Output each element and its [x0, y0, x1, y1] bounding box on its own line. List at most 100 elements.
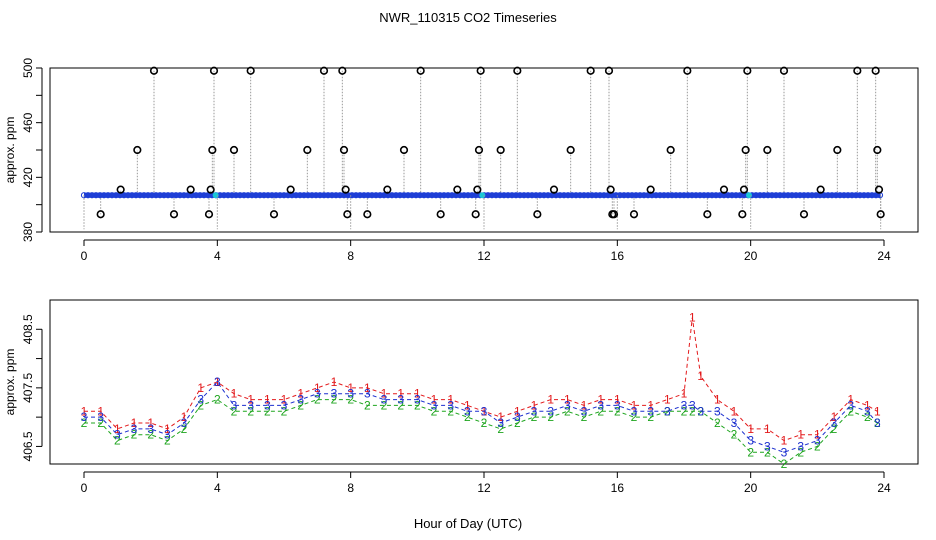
sample-point	[528, 192, 536, 199]
sample-point	[700, 192, 708, 199]
series-marker-3: 3	[247, 398, 254, 412]
flagged-point	[133, 145, 142, 155]
flagged-point	[586, 66, 595, 75]
sample-point	[160, 192, 168, 199]
series-marker-3: 3	[114, 428, 121, 442]
flagged-point	[609, 210, 619, 219]
series-marker-1: 1	[597, 393, 604, 407]
flagged-point	[874, 185, 884, 194]
sample-point	[732, 192, 740, 199]
series-marker-3: 3	[874, 416, 881, 430]
series-marker-1: 1	[714, 393, 721, 407]
series-marker-2: 2	[264, 404, 271, 418]
sample-point	[532, 192, 540, 199]
flagged-point	[853, 66, 862, 75]
sample-point	[872, 192, 880, 199]
series-marker-2: 2	[347, 393, 354, 407]
sample-point	[120, 192, 128, 199]
flagged-point	[416, 66, 425, 75]
sample-point	[596, 192, 604, 199]
series-marker-3: 3	[464, 404, 471, 418]
sample-point	[108, 192, 116, 199]
series-marker-3: 3	[647, 404, 654, 418]
sample-point	[300, 192, 308, 199]
sample-point	[252, 192, 260, 199]
flagged-point	[319, 66, 329, 75]
sample-point	[800, 192, 808, 199]
series-marker-2: 2	[681, 404, 688, 418]
sample-point	[332, 192, 340, 199]
x-tick-label: 16	[611, 481, 625, 495]
series-marker-3: 3	[797, 439, 804, 453]
flagged-point	[566, 145, 575, 155]
series-marker-1: 1	[397, 387, 404, 401]
series-marker-1: 1	[614, 393, 621, 407]
series-marker-2: 2	[481, 416, 488, 430]
sample-point	[316, 192, 324, 199]
sample-point	[620, 192, 628, 199]
sample-point	[600, 192, 608, 199]
series-marker-3: 3	[497, 416, 504, 430]
sample-point	[628, 192, 636, 199]
sample-point	[660, 192, 668, 199]
sample-point	[460, 192, 468, 199]
sample-point	[540, 192, 548, 199]
series-marker-3: 3	[431, 398, 438, 412]
sample-point	[432, 192, 440, 199]
sample-point	[632, 192, 640, 199]
series-marker-1: 1	[731, 404, 738, 418]
series-marker-2: 2	[414, 398, 421, 412]
sample-point	[180, 192, 188, 199]
sample-point	[724, 192, 732, 199]
series-marker-2: 2	[564, 404, 571, 418]
sample-point	[796, 192, 804, 199]
series-marker-3: 3	[131, 422, 138, 436]
series-marker-2: 2	[231, 404, 238, 418]
series-marker-2: 2	[781, 457, 788, 471]
sample-point	[520, 192, 528, 199]
x-tick-label: 12	[477, 481, 491, 495]
flagged-point	[206, 185, 215, 194]
sample-point	[444, 192, 452, 199]
series-marker-3: 3	[147, 422, 154, 436]
series-marker-3: 3	[714, 404, 721, 418]
sample-point	[192, 192, 200, 199]
series-marker-2: 2	[431, 404, 438, 418]
series-marker-2: 2	[81, 416, 88, 430]
sample-point	[780, 192, 788, 199]
y-axis-label: approx. ppm	[3, 117, 17, 184]
series-marker-3: 3	[689, 398, 696, 412]
sample-point	[592, 192, 600, 199]
series-marker-2: 2	[314, 393, 321, 407]
sample-point	[788, 192, 796, 199]
series-marker-2: 2	[531, 410, 538, 424]
sample-point	[704, 192, 712, 199]
sample-point	[840, 192, 848, 199]
flagged-point	[629, 210, 639, 219]
flagged-point	[513, 66, 522, 75]
sample-point	[764, 192, 772, 199]
sample-point	[524, 192, 532, 199]
series-marker-2: 2	[847, 404, 854, 418]
y-axis-label: approx. ppm	[3, 349, 17, 416]
y-tick-label: 420	[21, 167, 35, 187]
sample-point	[272, 192, 280, 199]
sample-point	[760, 192, 768, 199]
sample-point	[436, 192, 444, 199]
sample-point	[168, 192, 176, 199]
sample-point	[296, 192, 304, 199]
sample-point	[772, 192, 780, 199]
sample-point	[500, 192, 508, 199]
sample-point	[856, 192, 864, 199]
series-marker-3: 3	[614, 398, 621, 412]
y-tick-label: 380	[21, 222, 35, 242]
series-marker-3: 3	[581, 404, 588, 418]
sample-point	[544, 192, 552, 199]
series-marker-1: 1	[797, 428, 804, 442]
x-tick-label: 4	[214, 481, 221, 495]
x-tick-label: 4	[214, 249, 221, 263]
series-marker-3: 3	[97, 410, 104, 424]
series-marker-3: 3	[664, 404, 671, 418]
series-marker-2: 2	[697, 404, 704, 418]
